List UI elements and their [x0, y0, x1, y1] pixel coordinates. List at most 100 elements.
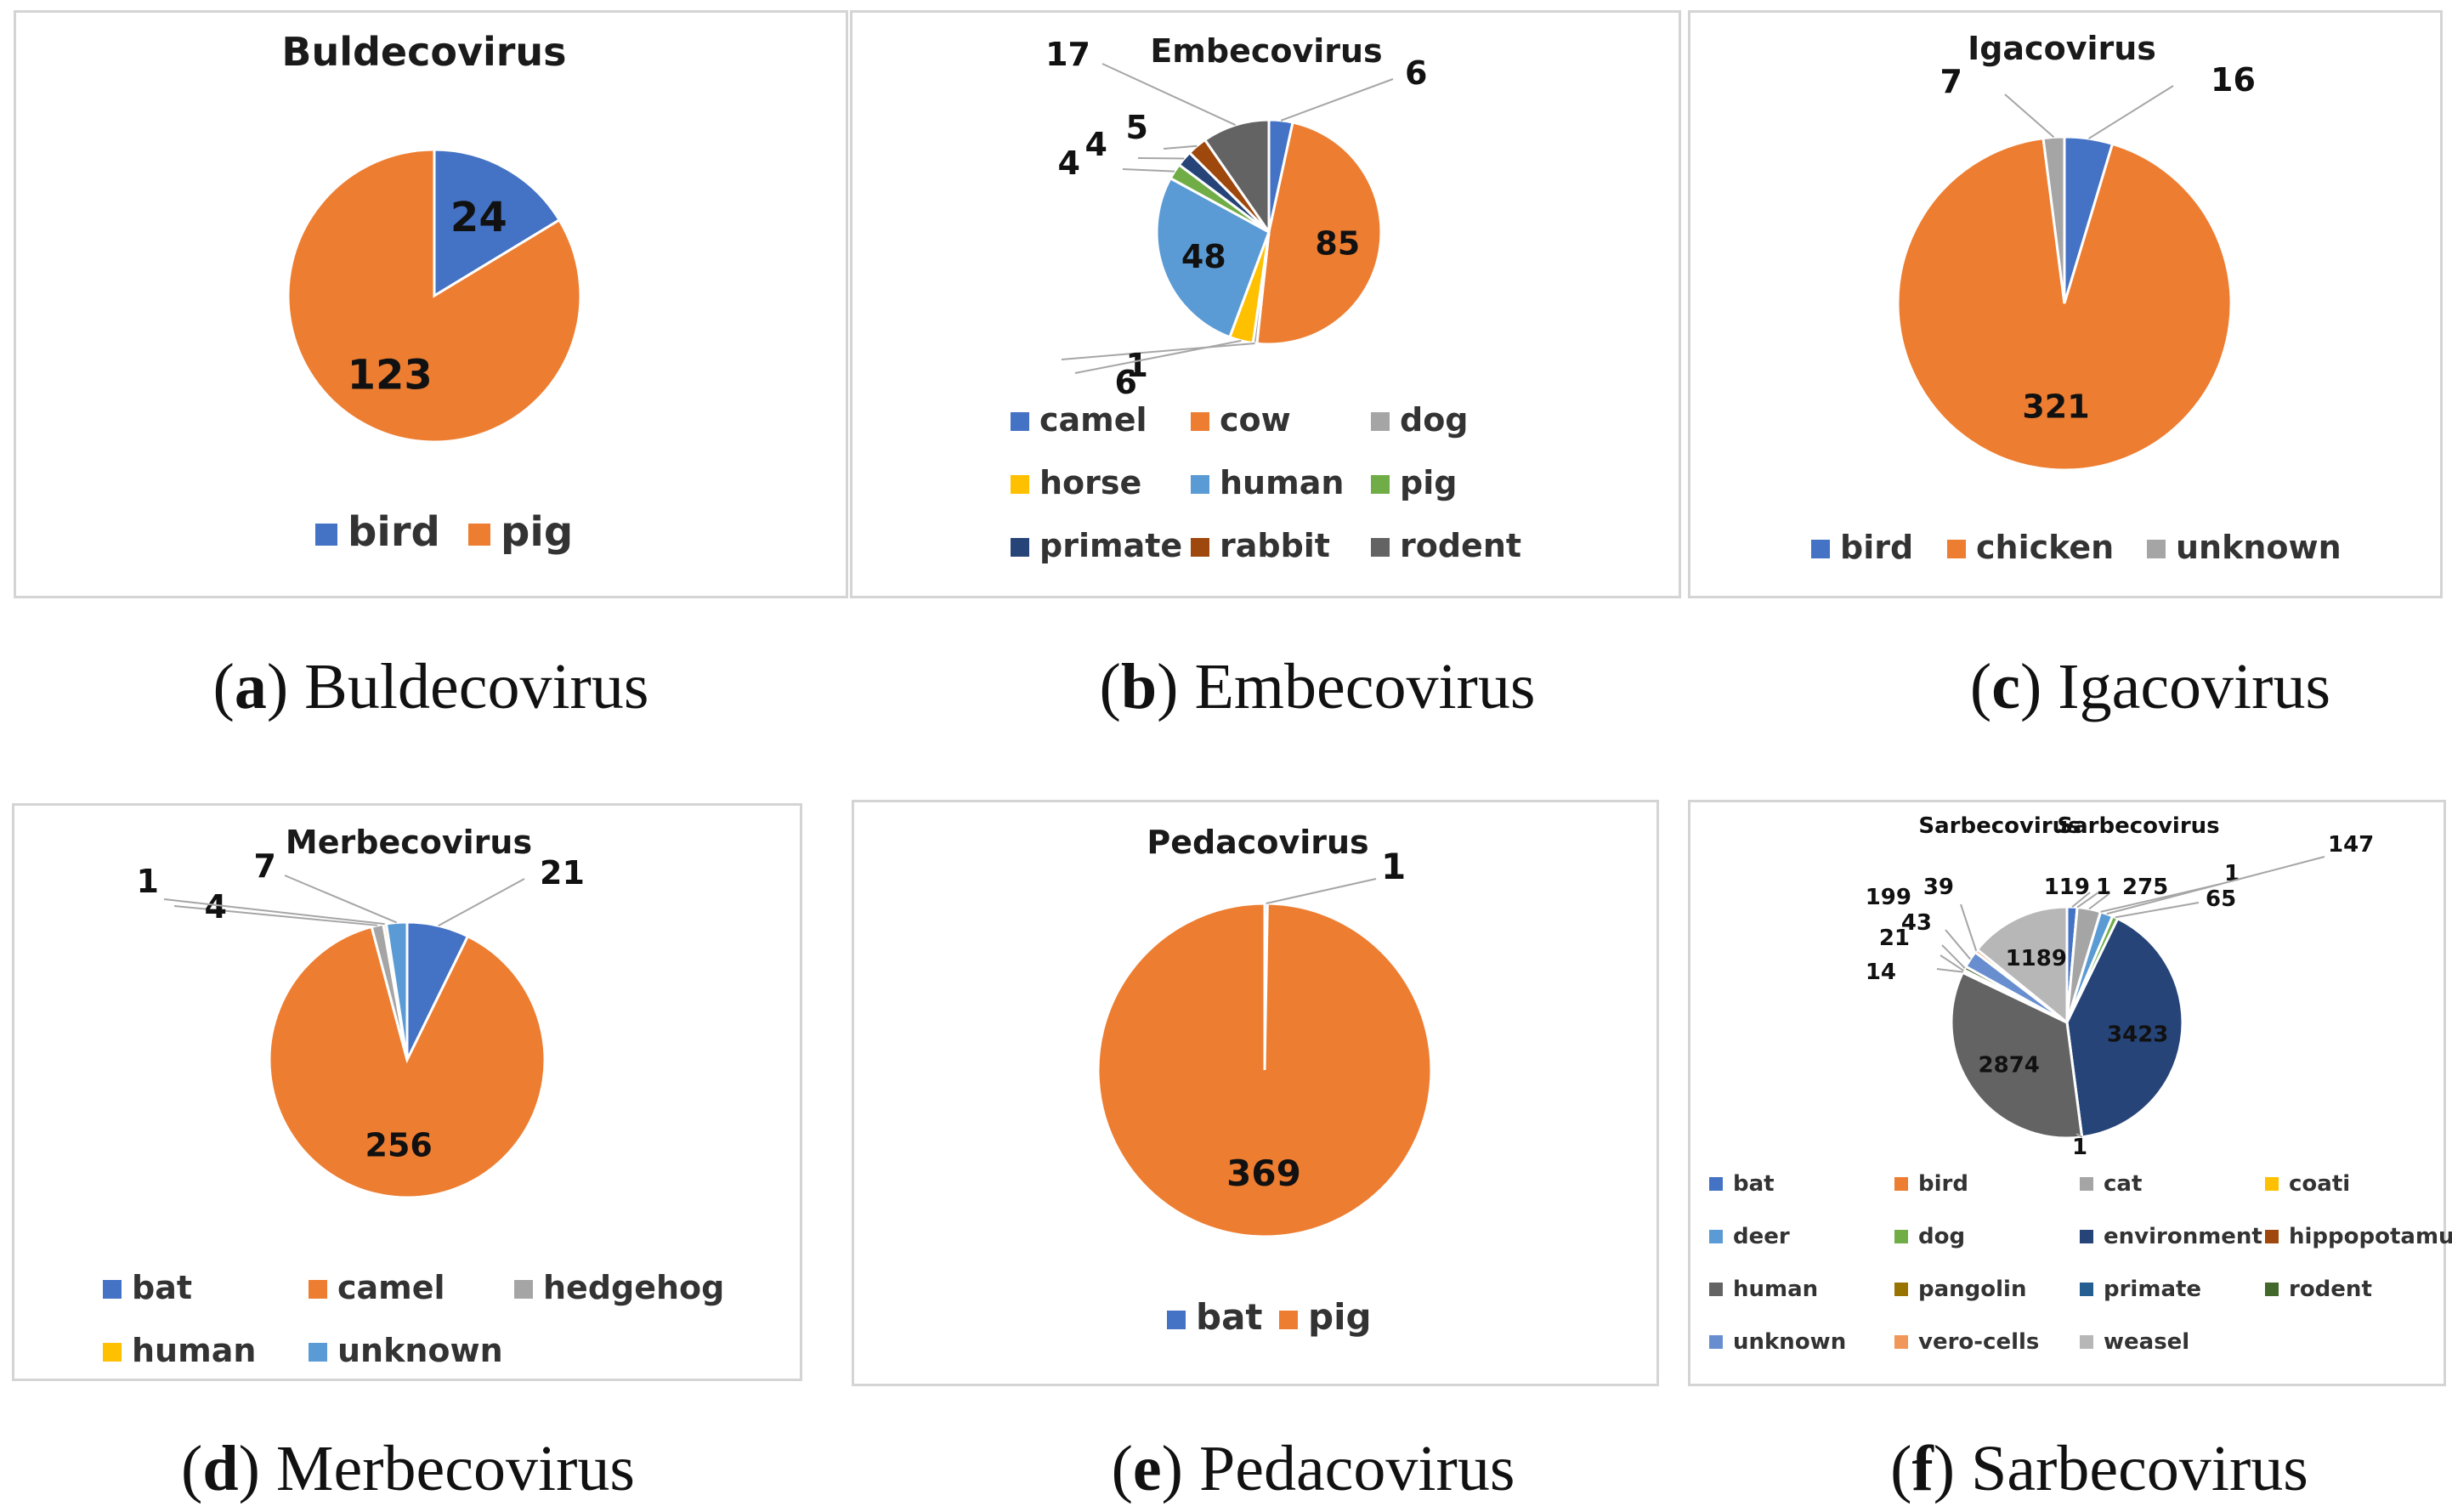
leader-line-rodent — [1941, 944, 1966, 969]
leader-line-primate — [1940, 954, 1964, 971]
leader-line-bird — [2088, 85, 2174, 139]
pie-slices — [286, 148, 582, 444]
leader-line-hedgehog — [173, 905, 378, 926]
legend-label-pig: pig — [1308, 1296, 1372, 1338]
legend: bird pig — [315, 508, 573, 556]
legend-swatch-camel — [309, 1280, 327, 1299]
legend-label-coati: coati — [2289, 1171, 2350, 1197]
pie-chart-pedacovirus: Pedacovirus 1 369 bat pig — [1096, 824, 1433, 1338]
legend-swatch-unknown — [1709, 1335, 1723, 1349]
caption-c: (c) Igacovirus — [1969, 651, 2331, 722]
data-label-bat: 1 — [1381, 846, 1406, 887]
leader-line-bird — [2076, 892, 2099, 909]
legend-label-chicken: chicken — [1976, 529, 2114, 566]
legend-swatch-pig — [468, 524, 490, 546]
legend-label-environment: environment — [2104, 1224, 2262, 1249]
legend-label-bat: bat — [1196, 1296, 1262, 1338]
legend-label-human: human — [132, 1332, 256, 1369]
legend: bat bird cat coati deer dog environment hippopo… — [1709, 1171, 2452, 1355]
legend-label-weasel: weasel — [2104, 1329, 2189, 1355]
data-label-bird: 16 — [2211, 61, 2256, 99]
legend-label-pig: pig — [501, 508, 573, 556]
leader-line-dog — [1061, 342, 1255, 360]
chart-title: Embecovirus — [1150, 32, 1382, 70]
data-label-cat: 275 — [2122, 875, 2168, 900]
legend-swatch-weasel — [2080, 1335, 2093, 1349]
pie-slice-camel — [268, 925, 546, 1199]
leader-line-cat — [2088, 893, 2109, 910]
legend-swatch-unknown — [2147, 540, 2166, 558]
data-label-primate: 4 — [1085, 126, 1107, 163]
data-label-human: 1 — [137, 863, 159, 900]
caption-text: Embecovirus — [1194, 651, 1536, 722]
legend-label-hedgehog: hedgehog — [543, 1269, 724, 1306]
data-label-unknown: 199 — [1866, 885, 1911, 910]
caption-letter: d — [202, 1433, 239, 1504]
caption-letter: f — [1911, 1433, 1934, 1504]
pie-slice-rodent — [1203, 118, 1271, 236]
caption-letter: c — [1991, 651, 2020, 722]
pie-chart-igacovirus: Igacovirus 16 321 7 bird chicken unknown — [1811, 30, 2342, 566]
legend-swatch-bat — [1709, 1177, 1723, 1191]
panel-pedacovirus: Pedacovirus 1 369 bat pig — [852, 800, 1659, 1386]
leader-line-pig — [1122, 168, 1175, 173]
data-label-bat: 21 — [540, 854, 585, 892]
leader-line-bat — [1266, 878, 1377, 904]
legend-label-pangolin: pangolin — [1918, 1277, 2026, 1302]
legend-swatch-rodent — [2265, 1283, 2279, 1296]
data-label-environment: 3423 — [2107, 1022, 2168, 1048]
legend-swatch-human — [103, 1343, 122, 1362]
legend-swatch-unknown — [309, 1343, 327, 1362]
leader-line-unknown — [1945, 929, 1971, 960]
legend-label-bird: bird — [348, 508, 440, 556]
panel-merbecovirus: Merbecovirus 21 256 4 1 7 bat camel hedgehog huma… — [12, 803, 802, 1381]
data-label-primate: 21 — [1879, 926, 1910, 951]
leader-line-horse — [1074, 339, 1242, 374]
leader-line-pangolin — [1936, 968, 1963, 973]
legend-swatch-hedgehog — [514, 1280, 533, 1299]
series-name-label: Sarbecovirus — [2057, 813, 2219, 839]
legend-label-horse: horse — [1039, 464, 1141, 501]
legend-swatch-hippopotamus — [2265, 1230, 2279, 1243]
legend-swatch-cow — [1191, 412, 1209, 431]
leader-line-bat — [438, 878, 525, 927]
leader-line-vero-cells — [1960, 903, 1978, 952]
pie-slice-environment — [2065, 916, 2184, 1139]
leader-line-unknown — [2004, 93, 2055, 139]
legend-swatch-pangolin — [1894, 1283, 1908, 1296]
legend-label-hippopotamus: hippopotamus — [2289, 1224, 2452, 1249]
data-label-camel: 256 — [365, 1126, 433, 1164]
pie-slice-unknown — [2041, 135, 2066, 304]
data-label-unknown: 7 — [1940, 63, 1962, 100]
series-name-label: Sarbecovirus — [1918, 813, 2081, 839]
data-label-chicken: 321 — [2022, 388, 2089, 425]
legend-label-vero-cells: vero-cells — [1918, 1329, 2039, 1355]
data-label-dog: 65 — [2206, 886, 2236, 912]
legend-label-human: human — [1220, 464, 1344, 501]
caption-e: (e) Pedacovirus — [1111, 1433, 1515, 1504]
pie-slices — [1950, 905, 2184, 1140]
legend-label-unknown: unknown — [337, 1332, 503, 1369]
data-label-horse: 6 — [1115, 364, 1137, 401]
data-label-rabbit: 5 — [1126, 109, 1148, 146]
data-label-pig: 4 — [1058, 144, 1080, 182]
data-label-bird: 24 — [450, 194, 507, 241]
legend-swatch-rabbit — [1191, 538, 1209, 557]
pie-slice-chicken — [1896, 136, 2233, 472]
data-label-human: 48 — [1181, 238, 1226, 275]
legend-label-dog: dog — [1400, 401, 1469, 439]
caption-text: Buldecovirus — [304, 651, 649, 722]
data-label-pig: 123 — [348, 352, 433, 399]
legend-swatch-chicken — [1947, 540, 1966, 558]
legend-label-unknown: unknown — [2176, 529, 2342, 566]
caption-letter: e — [1132, 1433, 1162, 1504]
pie-slice-pig — [1096, 902, 1433, 1238]
leader-line-unknown — [284, 875, 398, 924]
data-label-rodent: 43 — [1901, 910, 1932, 936]
data-label-hippopotamus: 1 — [2072, 1135, 2087, 1160]
data-label-pangolin: 14 — [1866, 960, 1896, 985]
legend-swatch-rodent — [1371, 538, 1390, 557]
data-label-bat: 119 — [2044, 875, 2090, 900]
